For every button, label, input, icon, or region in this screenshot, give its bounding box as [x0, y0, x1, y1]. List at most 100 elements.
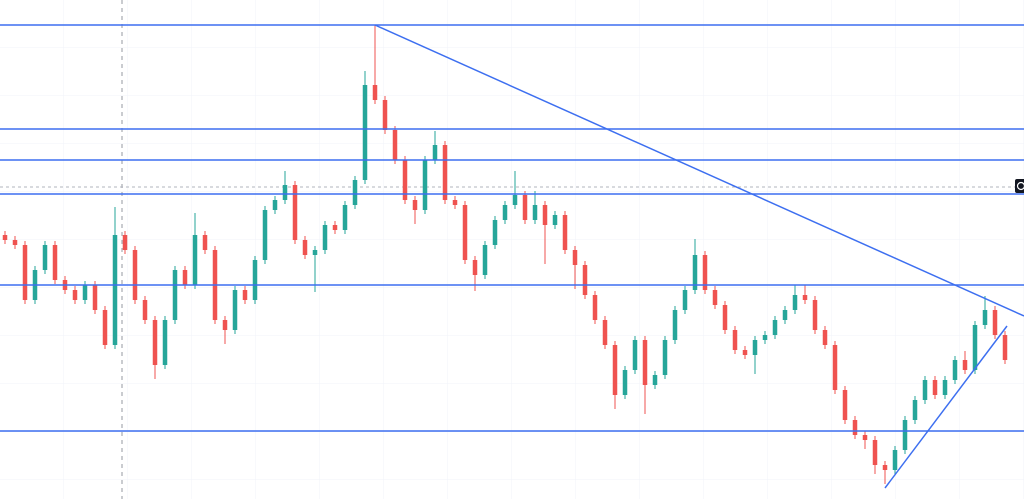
candle-body — [552, 215, 558, 225]
candle-body — [472, 260, 478, 275]
candle-body — [342, 205, 348, 230]
candle-body — [442, 145, 448, 200]
candle-body — [792, 295, 798, 310]
candle-body — [852, 420, 858, 435]
candle-body — [742, 350, 748, 355]
candle-body — [802, 295, 808, 300]
candle-body — [122, 235, 128, 250]
candle-body — [252, 260, 258, 300]
candle-body — [922, 380, 928, 400]
candle-body — [942, 380, 948, 395]
candle-body — [752, 340, 758, 355]
candle-body — [332, 225, 338, 230]
candle-body — [412, 200, 418, 210]
candle-body — [162, 320, 168, 365]
candle-body — [402, 160, 408, 200]
candle-body — [392, 130, 398, 160]
candle-body — [102, 310, 108, 345]
candle-body — [202, 235, 208, 250]
candle-body — [462, 205, 468, 260]
trend-line — [374, 24, 1024, 317]
candle-body — [292, 185, 298, 240]
candle-body — [912, 400, 918, 420]
candle-body — [522, 195, 528, 220]
candle-body — [12, 240, 18, 245]
candle-body — [72, 290, 78, 300]
candle-body — [172, 270, 178, 320]
candle-body — [902, 420, 908, 450]
candle-body — [632, 340, 638, 370]
candle-body — [192, 235, 198, 285]
candle-body — [622, 370, 628, 395]
candle-body — [672, 310, 678, 340]
candle-body — [962, 360, 968, 370]
candle-body — [492, 220, 498, 245]
candle-body — [382, 100, 388, 130]
candle-body — [862, 435, 868, 440]
candle-body — [762, 335, 768, 340]
candle-body — [572, 250, 578, 265]
candle-body — [432, 145, 438, 160]
candle-body — [722, 305, 728, 330]
candle-body — [182, 270, 188, 285]
candle-body — [832, 345, 838, 390]
icon-glyph — [1016, 181, 1024, 191]
candle-body — [992, 310, 998, 335]
candle-body — [372, 85, 378, 100]
candle-body — [352, 180, 358, 205]
candle-body — [882, 465, 888, 470]
candle-body — [152, 320, 158, 365]
candle-body — [582, 265, 588, 295]
candle-body — [512, 195, 518, 205]
candle-body — [242, 290, 248, 300]
candle-body — [482, 245, 488, 275]
candle-body — [272, 200, 278, 210]
candle-body — [82, 285, 88, 300]
candle-body — [502, 205, 508, 220]
candle-body — [642, 340, 648, 385]
candle-body — [142, 300, 148, 320]
candle-body — [302, 240, 308, 255]
candle-body — [842, 390, 848, 420]
candle-body — [222, 320, 228, 330]
candle-body — [702, 255, 708, 290]
price-scale-icon[interactable] — [1015, 179, 1024, 193]
candle-body — [312, 250, 318, 255]
candle-body — [892, 450, 898, 470]
candle-body — [782, 310, 788, 320]
candle-body — [692, 255, 698, 290]
candle-body — [562, 215, 568, 250]
candle-body — [952, 360, 958, 380]
candle-body — [932, 380, 938, 395]
candle-body — [2, 235, 8, 240]
candle-body — [52, 245, 58, 280]
candle-body — [602, 320, 608, 345]
candle-body — [682, 290, 688, 310]
candle-body — [712, 290, 718, 305]
candle-body — [812, 300, 818, 330]
candle-body — [112, 235, 118, 345]
candle-body — [22, 245, 28, 300]
candle-body — [282, 185, 288, 200]
candle-body — [592, 295, 598, 320]
candle-body — [822, 330, 828, 345]
candle-body — [772, 320, 778, 335]
candle-body — [1002, 335, 1008, 360]
candle-body — [362, 85, 368, 180]
candle-body — [42, 245, 48, 270]
plot — [0, 24, 1024, 489]
candle-body — [542, 205, 548, 225]
candle-body — [972, 325, 978, 370]
trend-line — [884, 325, 1008, 489]
candle-body — [652, 375, 658, 385]
candle-body — [232, 290, 238, 330]
candle-body — [732, 330, 738, 350]
candle-body — [322, 225, 328, 250]
candle-body — [422, 160, 428, 210]
candle-body — [452, 200, 458, 205]
candle-body — [662, 340, 668, 375]
candle-body — [612, 345, 618, 395]
candle-body — [262, 210, 268, 260]
